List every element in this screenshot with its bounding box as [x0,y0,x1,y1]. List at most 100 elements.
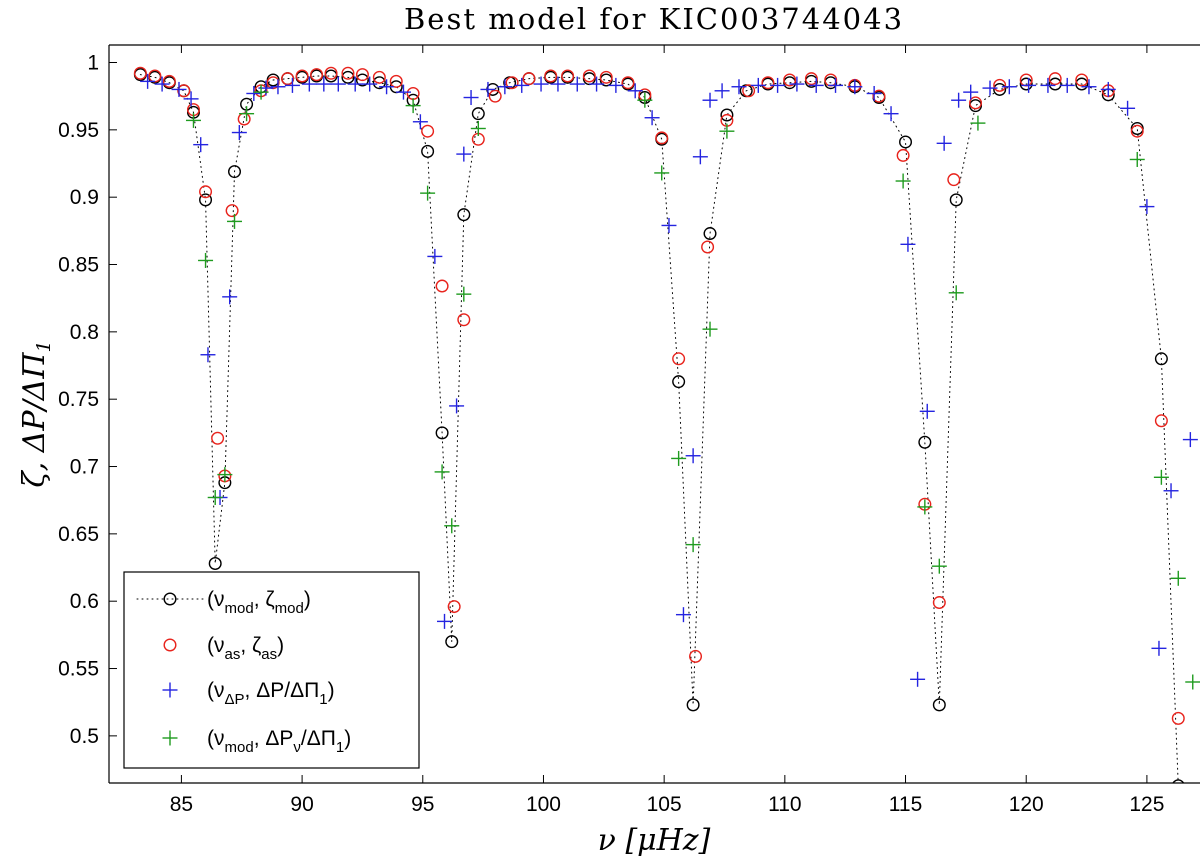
deltap-point [692,149,708,165]
deltap-point [1120,100,1136,116]
deltap-point [828,77,844,93]
x-tick-label: 85 [170,793,193,816]
mod-deltap-nu-point [895,173,911,189]
mod-deltap-nu-point [671,450,687,466]
y-tick-label: 0.7 [70,456,99,479]
legend-label-text: (ν [207,727,225,750]
y-tick-label: 0.8 [70,321,99,344]
deltap-point [951,92,967,108]
as-zeta-point [582,69,596,83]
legend: (νmod, ζmod)(νas, ζas)(νΔP, ΔP/ΔΠ1)(νmod… [123,571,420,769]
legend-label: (νmod, ΔPν/ΔΠ1) [207,727,351,756]
deltap-point [644,110,660,126]
mod-zeta-point [918,435,932,449]
mod-deltap-nu-point [637,92,653,108]
mod-deltap-nu-point [198,252,214,268]
y-tick-label: 1 [87,52,99,75]
data-markers [133,66,1200,783]
mod-deltap-nu-point [702,321,718,337]
mod-deltap-nu-point [207,489,223,505]
mod-deltap-nu-point [217,467,233,483]
legend-item-2: (νas, ζas) [163,634,284,663]
mod-zeta-point [1019,77,1033,91]
deltap-point [1100,81,1116,97]
deltap-point [246,85,262,101]
deltap-point [379,79,395,95]
legend-label-subscript: ΔP [225,691,245,708]
mod-deltap-nu-point [931,558,947,574]
deltap-point [714,83,730,99]
mod-deltap-nu-point [970,115,986,131]
deltap-point [514,77,530,93]
legend-label-text: ) [277,634,284,657]
mod-zeta-point [208,556,222,570]
mod-deltap-nu-point [405,98,421,114]
mod-deltap-nu-point [654,165,670,181]
deltap-point [847,79,863,95]
deltap-point [456,146,472,162]
legend-label-text: , ΔP/ΔΠ [245,679,320,702]
mod-zeta-point [421,144,435,158]
deltap-point [608,77,624,93]
as-zeta-point [225,204,239,218]
mod-zeta-point [686,698,700,712]
deltap-point [770,77,786,93]
as-zeta-point [372,70,386,84]
deltap-point [919,403,935,419]
mod-zeta-point [341,70,355,84]
legend-label: (νas, ζas) [207,634,284,663]
axis-ticks: 85 90 95 100 105 110 115 120 125 0.5 0.55 0.6 0.65 0.… [58,45,1164,816]
mod-deltap-nu-point [185,112,201,128]
deltap-point [1040,77,1056,93]
deltap-point [627,83,643,99]
mod-zeta-point [445,635,459,649]
x-tick-label: 110 [768,793,801,816]
as-zeta-point [211,431,225,445]
legend-label-text: (ν [207,679,225,702]
model-dotted-line [139,74,1179,783]
mod-zeta-point [1172,779,1185,783]
as-zeta-point [435,279,449,293]
as-zeta-point [355,68,369,82]
deltap-point [702,92,718,108]
deltap-point [589,76,605,92]
legend-marker [163,638,177,652]
mod-zeta-point [993,82,1007,96]
deltap-point [533,76,549,92]
deltap-point [808,77,824,93]
mod-deltap-nu-point [1185,674,1200,690]
y-tick-label: 0.75 [58,388,99,411]
mod-deltap-nu-point [1153,469,1169,485]
deltap-point [685,448,701,464]
mod-zeta-point [372,76,386,90]
mod-zeta-point [672,375,686,389]
as-zeta-point [561,69,575,83]
deltap-point [789,76,805,92]
as-zeta-point [1154,414,1168,428]
deltap-point [675,607,691,623]
deltap-point [497,79,513,95]
deltap-point [1139,199,1155,215]
deltap-point [661,217,677,233]
as-zeta-point [457,313,471,327]
as-zeta-point [804,72,818,86]
mod-deltap-nu-point [253,84,269,100]
legend-item-4: (νmod, ΔPν/ΔΠ1) [162,727,351,756]
mod-deltap-nu-point [470,120,486,136]
as-zeta-point [872,89,886,103]
as-zeta-point [1171,711,1185,725]
legend-marker [162,682,178,698]
as-zeta-point [341,66,355,80]
as-zeta-point [310,68,324,82]
deltap-point [347,76,363,92]
legend-label: (νmod, ζmod) [207,588,311,617]
legend-label-subscript: 1 [336,739,344,756]
y-tick-label: 0.6 [70,590,99,613]
as-zeta-point [621,76,635,90]
as-zeta-point [655,131,669,145]
deltap-point [171,81,187,97]
legend-label-subscript: ν [293,739,301,756]
mod-deltap-nu-point [948,285,964,301]
deltap-point [1182,432,1198,448]
legend-label-subscript: as [261,646,277,663]
